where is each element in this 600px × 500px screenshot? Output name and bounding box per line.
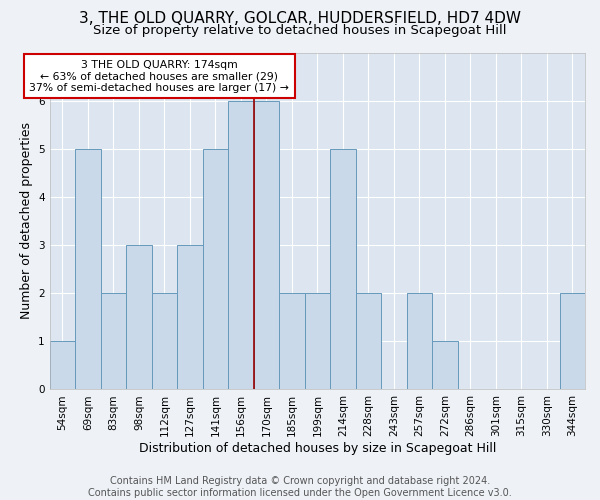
Bar xyxy=(560,293,585,390)
Bar xyxy=(305,293,330,390)
Bar xyxy=(330,149,356,390)
Text: 3 THE OLD QUARRY: 174sqm
← 63% of detached houses are smaller (29)
37% of semi-d: 3 THE OLD QUARRY: 174sqm ← 63% of detach… xyxy=(29,60,289,93)
Text: 3, THE OLD QUARRY, GOLCAR, HUDDERSFIELD, HD7 4DW: 3, THE OLD QUARRY, GOLCAR, HUDDERSFIELD,… xyxy=(79,11,521,26)
Bar xyxy=(407,293,432,390)
Bar xyxy=(75,149,101,390)
Bar xyxy=(101,293,126,390)
Bar xyxy=(126,245,152,390)
Bar xyxy=(50,342,75,390)
Bar xyxy=(279,293,305,390)
Y-axis label: Number of detached properties: Number of detached properties xyxy=(20,122,32,320)
Bar xyxy=(254,100,279,390)
Text: Size of property relative to detached houses in Scapegoat Hill: Size of property relative to detached ho… xyxy=(93,24,507,37)
Bar xyxy=(203,149,228,390)
X-axis label: Distribution of detached houses by size in Scapegoat Hill: Distribution of detached houses by size … xyxy=(139,442,496,455)
Bar xyxy=(432,342,458,390)
Bar xyxy=(177,245,203,390)
Bar xyxy=(356,293,381,390)
Text: Contains HM Land Registry data © Crown copyright and database right 2024.
Contai: Contains HM Land Registry data © Crown c… xyxy=(88,476,512,498)
Bar xyxy=(152,293,177,390)
Bar xyxy=(228,100,254,390)
